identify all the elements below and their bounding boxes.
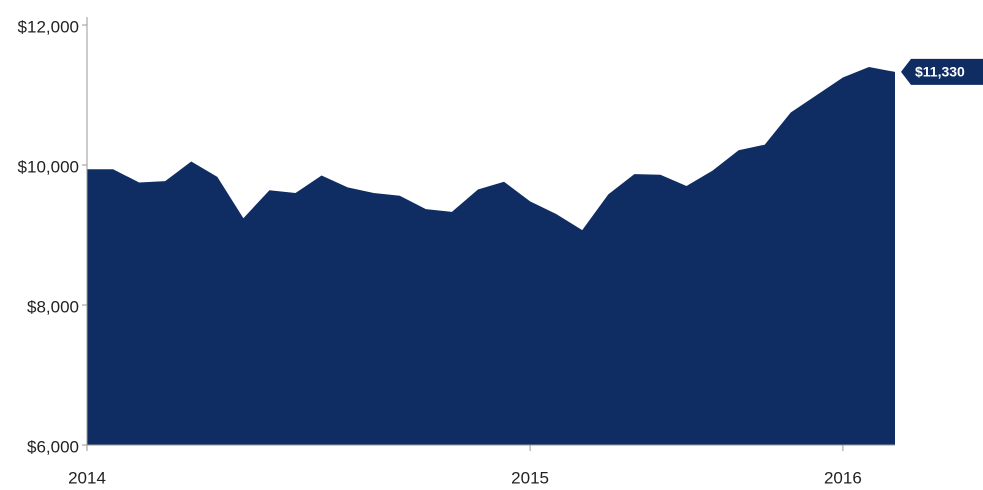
x-tick-label: 2016: [824, 468, 862, 487]
value-tag: [901, 58, 983, 85]
value-label: $11,330: [915, 64, 965, 80]
y-tick-label: $6,000: [27, 437, 79, 456]
x-tick-label: 2014: [68, 468, 106, 487]
y-tick-label: $10,000: [18, 157, 79, 176]
area: [87, 67, 895, 445]
y-tick-label: $8,000: [27, 297, 79, 316]
y-tick-label: $12,000: [18, 17, 79, 36]
x-tick-label: 2015: [511, 468, 549, 487]
